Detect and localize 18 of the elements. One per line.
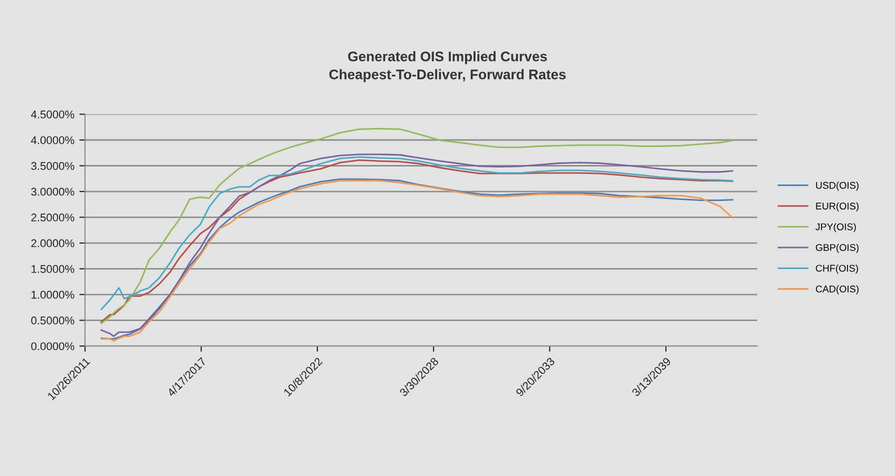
legend-label: CHF(OIS) [816, 264, 858, 274]
y-tick-label: 0.0000% [31, 342, 74, 350]
legend-label: USD(OIS) [816, 182, 859, 191]
y-tick-label: 1.0000% [32, 290, 74, 299]
y-tick-label: 1.5000% [32, 265, 74, 273]
legend-label: CAD(OIS) [816, 285, 859, 294]
y-tick-label: 3.5000% [31, 162, 74, 170]
y-tick-label: 2.5000% [31, 214, 74, 222]
y-tick-label: 2.0000% [31, 239, 74, 248]
legend-label: EUR(OIS) [816, 202, 859, 212]
y-tick-label: 4.0000% [31, 136, 74, 144]
line-series [100, 128, 734, 324]
chart-title: Generated OIS Implied Curves Cheapest-To-Deliver, Forward Rates [329, 51, 566, 82]
y-tick-label: 4.5000% [31, 110, 74, 118]
y-tick-label: 3.0000% [31, 188, 74, 196]
y-tick-label: 0.5000% [31, 316, 74, 324]
legend-label: GBP(OIS) [816, 244, 859, 253]
legend-label: JPY(OIS) [816, 223, 856, 232]
